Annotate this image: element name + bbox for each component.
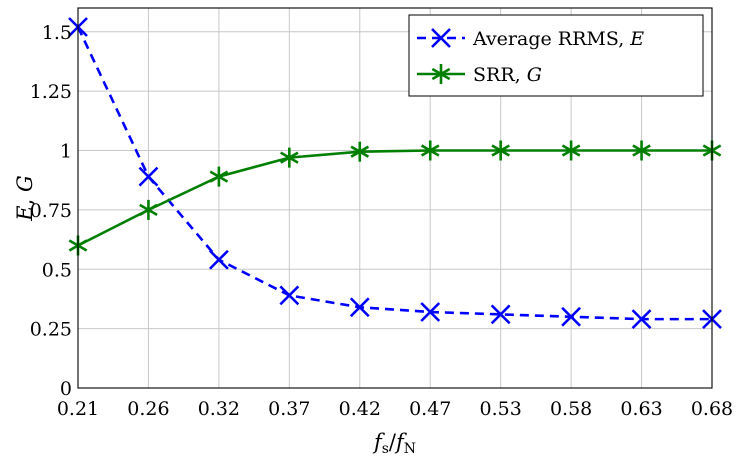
- legend: Average RRMS, E SRR, G: [408, 14, 704, 97]
- data-point: [561, 140, 581, 161]
- legend-marker: [431, 64, 451, 84]
- x-tick-label: 0.68: [691, 398, 733, 420]
- x-tick-label: 0.58: [550, 398, 592, 420]
- data-point: [138, 166, 159, 187]
- series-2: [68, 140, 722, 256]
- data-point: [491, 140, 510, 161]
- x-tick-label: 0.26: [127, 398, 169, 420]
- data-point: [279, 285, 300, 306]
- legend-label: SRR, G: [473, 64, 542, 86]
- x-tick-label: 0.37: [268, 398, 310, 420]
- x-tick-label: 0.47: [409, 398, 451, 420]
- x-tick-label: 0.32: [198, 398, 240, 420]
- data-point: [420, 140, 440, 161]
- y-tick-label: 1: [60, 141, 72, 163]
- x-tick-label: 0.21: [57, 398, 99, 420]
- legend-label: Average RRMS, E: [472, 28, 644, 50]
- x-tick-label: 0.53: [480, 398, 522, 420]
- y-tick-label: 1.5: [42, 22, 72, 44]
- x-tick-label: 0.63: [620, 398, 662, 420]
- legend-box: [408, 14, 704, 97]
- plot-frame: [77, 7, 713, 389]
- data-point: [349, 297, 370, 318]
- y-tick-label: 1.25: [30, 81, 72, 103]
- data-point: [280, 147, 299, 168]
- x-tick-label: 0.42: [339, 398, 381, 420]
- data-point: [350, 141, 370, 162]
- data-point: [490, 304, 511, 325]
- legend-entry: SRR, G: [417, 64, 542, 86]
- x-axis-label: fs/fN: [372, 430, 416, 457]
- legend-entry: Average RRMS, E: [417, 28, 644, 50]
- data-point: [561, 306, 582, 327]
- data-point: [209, 166, 229, 187]
- data-point: [632, 140, 651, 161]
- tick-labels: 0.21 0.26 0.32 0.37 0.42 0.47 0.53 0.58 0.63 0.68…: [30, 22, 733, 420]
- data-point: [139, 199, 158, 220]
- legend-marker: [431, 28, 451, 48]
- y-axis-label: E, G: [13, 175, 37, 221]
- y-tick-label: 0.5: [42, 259, 72, 281]
- y-tick-label: 0.75: [30, 200, 72, 222]
- series-line: [77, 149, 712, 247]
- y-tick-label: 0.25: [30, 319, 72, 341]
- data-point: [208, 249, 229, 270]
- data-point: [631, 309, 652, 330]
- data-point: [420, 302, 441, 322]
- y-tick-label: 0: [60, 378, 72, 400]
